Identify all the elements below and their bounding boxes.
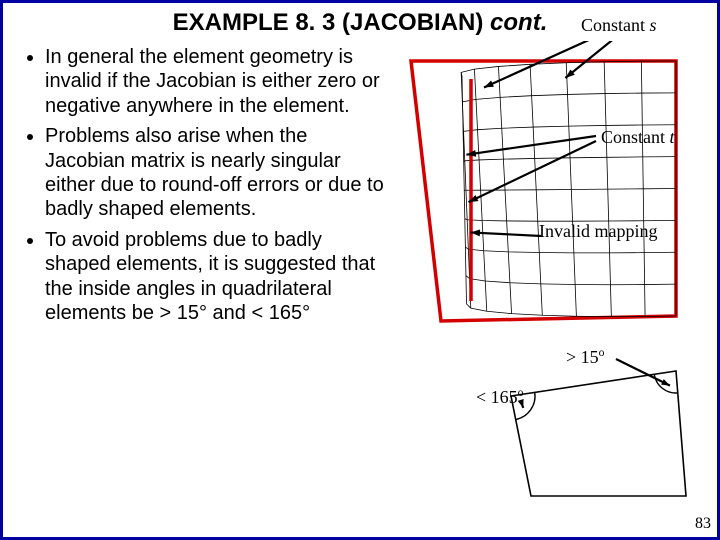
bullet-1: In general the element geometry is inval… bbox=[45, 45, 391, 118]
slide-frame: EXAMPLE 8. 3 (JACOBIAN) cont. In general… bbox=[0, 0, 720, 540]
bullet-2: Problems also arise when the Jacobian ma… bbox=[45, 124, 391, 222]
diagram-column: Constant s Constant t Invalid mapping > … bbox=[391, 41, 707, 501]
label-lt165: < 165o bbox=[476, 386, 524, 408]
page-number: 83 bbox=[695, 515, 711, 533]
bullet-list: In general the element geometry is inval… bbox=[21, 45, 391, 325]
slide-body: In general the element geometry is inval… bbox=[3, 41, 717, 501]
label-constant-s: Constant s bbox=[581, 15, 657, 36]
title-main: EXAMPLE 8. 3 (JACOBIAN) bbox=[173, 9, 490, 36]
label-invalid-mapping: Invalid mapping bbox=[539, 221, 657, 242]
distorted-mesh-diagram bbox=[391, 41, 701, 341]
label-constant-t: Constant t bbox=[601, 127, 675, 148]
bullet-3: To avoid problems due to badly shaped el… bbox=[45, 228, 391, 326]
quad-angle-diagram bbox=[391, 341, 701, 521]
text-column: In general the element geometry is inval… bbox=[21, 41, 391, 501]
title-italic: cont. bbox=[490, 9, 547, 36]
label-gt15: > 15o bbox=[566, 346, 605, 368]
